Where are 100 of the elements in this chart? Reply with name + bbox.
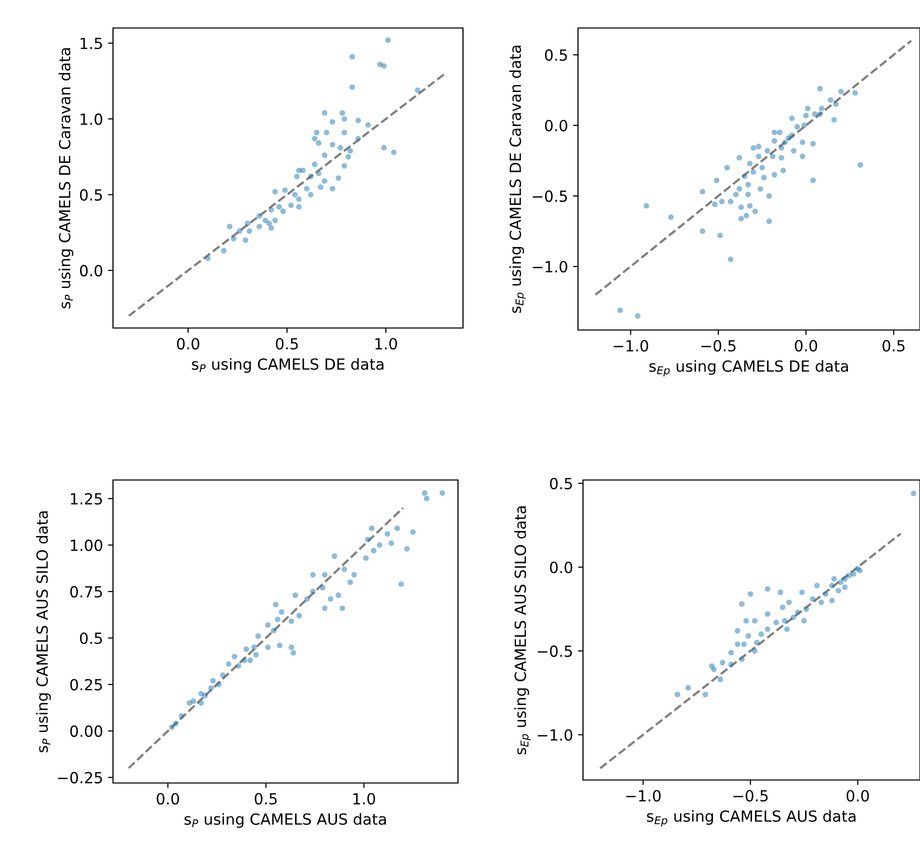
point (748, 591, 754, 597)
y-tick-label: −1.0 (532, 260, 568, 273)
point (754, 640, 760, 646)
point (801, 618, 807, 624)
point (210, 678, 216, 684)
x-tick-label: −1.0 (626, 790, 661, 802)
point (803, 606, 810, 612)
x-tick-label: 0.0 (794, 340, 818, 352)
point (818, 600, 824, 606)
point (758, 631, 764, 637)
point (253, 652, 259, 658)
point (290, 650, 296, 656)
point (790, 614, 796, 620)
point (292, 592, 298, 598)
point (831, 576, 837, 582)
point (226, 661, 232, 667)
point (398, 581, 404, 587)
point (709, 663, 715, 669)
point (739, 656, 745, 662)
y-tick-label: 1.0 (80, 113, 102, 125)
point (288, 644, 294, 650)
point (322, 605, 328, 612)
point (842, 576, 848, 582)
point (198, 690, 204, 697)
point (734, 628, 740, 634)
point (410, 529, 416, 535)
point (910, 490, 916, 496)
point (846, 572, 852, 578)
point (232, 654, 238, 660)
y-tick-label: −0.25 (58, 772, 102, 784)
point (270, 628, 277, 634)
point (674, 692, 680, 698)
y-tick-label: 0.0 (550, 562, 572, 574)
point (278, 609, 284, 615)
y-tick-label: −0.5 (532, 190, 567, 202)
x-tick-label: 1.0 (353, 792, 376, 805)
point (322, 572, 328, 578)
x-tick-label: 0.0 (846, 790, 869, 802)
point (838, 579, 844, 586)
point (169, 724, 175, 730)
point (814, 582, 820, 588)
point (236, 663, 242, 669)
y-tick-label: 1.00 (70, 540, 102, 552)
point (242, 658, 248, 664)
point (764, 611, 770, 617)
point (272, 602, 278, 608)
point (810, 596, 816, 602)
point (255, 633, 261, 639)
point (384, 531, 390, 537)
point (340, 605, 346, 612)
y-axis-title: s$_{Ep}$ using CAMELS DE Caravan data (509, 46, 526, 313)
point (829, 582, 835, 588)
point (685, 685, 691, 691)
point (718, 676, 724, 682)
y-tick-label: 0.5 (544, 49, 567, 61)
point (347, 579, 353, 586)
x-axis-title: s$_{P}$ using CAMELS AUS data (184, 813, 386, 828)
point (186, 700, 192, 706)
point (752, 648, 758, 654)
x-tick-label: 0.0 (156, 792, 180, 805)
point (388, 540, 394, 546)
y-tick-label: −1.0 (538, 729, 572, 741)
point (310, 572, 316, 578)
point (857, 568, 863, 574)
y-axis-title: s$_{P}$ using CAMELS DE Caravan data (58, 48, 74, 308)
point (296, 612, 302, 618)
point (782, 618, 788, 624)
point (172, 720, 179, 726)
y-tick-label: 0.25 (70, 678, 102, 690)
point (370, 548, 376, 554)
point (208, 685, 214, 691)
x-axis-title: s$_{Ep}$ using CAMELS AUS data (646, 810, 856, 826)
y-tick-label: 0.5 (80, 632, 102, 644)
point (741, 641, 747, 648)
point (734, 641, 740, 648)
point (178, 713, 184, 719)
point (251, 644, 257, 650)
y-axis-title: s$_{Ep}$ using CAMELS AUS SILO data (514, 506, 531, 754)
point (799, 590, 805, 596)
y-tick-label: 0.75 (70, 586, 102, 598)
point (728, 650, 734, 656)
point (784, 626, 790, 632)
y-tick-label: 1.5 (80, 38, 102, 50)
point (780, 604, 786, 610)
point (850, 571, 856, 577)
point (363, 555, 369, 561)
point (288, 618, 294, 624)
point (342, 566, 348, 572)
point (822, 591, 828, 597)
point (794, 610, 800, 616)
y-tick-label: 0.0 (80, 264, 102, 276)
point (351, 572, 357, 578)
x-tick-label: 0.5 (254, 792, 277, 805)
x-tick-label: 0.5 (882, 340, 905, 352)
x-axis-title: s$_{Ep}$ using CAMELS DE data (649, 360, 848, 376)
point (332, 553, 338, 559)
point (328, 596, 334, 602)
point (365, 536, 371, 542)
point (310, 588, 316, 594)
point (404, 546, 410, 552)
